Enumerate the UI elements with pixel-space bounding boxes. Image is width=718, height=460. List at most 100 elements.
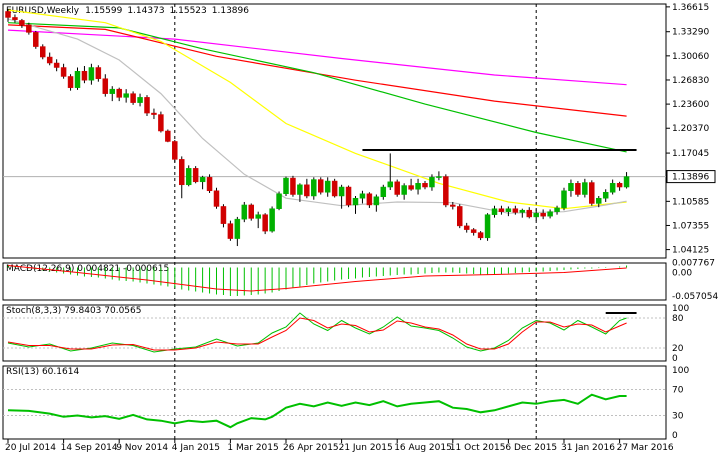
candle-body-12 [88,67,95,81]
candle-body-28 [199,177,206,183]
rsi-y-tick-label-1: 70 [672,386,684,396]
candle-body-31 [220,206,227,224]
candle-body-21 [151,112,157,115]
moving-average-line-1 [7,24,627,117]
candle-body-86 [602,192,609,199]
current-price-box [666,170,716,184]
macd-y-tick-label-0: 0.007767 [672,259,715,269]
candle-body-79 [554,207,560,212]
candle-body-67 [470,229,477,233]
price-y-tick-label-0: 1.36615 [672,3,709,13]
moving-average-line-3 [7,9,627,210]
stoch-y-tick-label-2: 20 [672,344,684,354]
candle-body-34 [241,204,248,220]
macd-signal-line [7,265,627,292]
candle-body-89 [623,176,630,188]
candle-body-13 [95,67,102,79]
candle-body-18 [130,93,136,103]
price-pane-border [2,3,667,259]
x-tick-label-6: 21 Jun 2015 [339,443,393,453]
candle-body-51 [359,193,366,199]
candle-body-15 [109,88,115,94]
candle-body-74 [519,209,526,213]
candle-body-40 [283,177,289,195]
candle-body-23 [165,130,171,142]
rsi-pane: RSI(13) 60.1614 100 70 30 0 [3,366,689,441]
candle-body-82 [575,183,581,195]
price-pane: EURUSD,Weekly 1.15599 1.14373 1.15523 1.1389… [3,3,716,256]
candle-body-17 [123,93,129,98]
candle-body-68 [477,232,484,239]
x-tick-label-11: 27 Mar 2016 [617,443,674,453]
candle-body-48 [338,186,345,197]
candle-body-2 [19,20,25,26]
candle-body-41 [290,177,296,195]
rsi-y-tick-label-0: 100 [672,366,689,376]
candle-body-30 [213,190,220,207]
candle-body-50 [352,197,359,206]
candle-body-72 [505,208,512,212]
price-y-tick-label-8: 1.07355 [672,221,709,231]
candle-body-70 [491,208,498,215]
chart-frame [2,3,667,440]
x-tick-label-4: 1 Mar 2015 [227,443,278,453]
candle-body-38 [269,208,275,232]
candle-body-77 [540,212,546,217]
candle-body-53 [373,196,380,206]
macd-pane-border [2,262,667,301]
candle-body-60 [422,183,428,188]
rsi-title: RSI(13) 60.1614 [6,367,79,377]
stoch-y-tick-label-3: 0 [672,354,678,364]
stoch-y-tick-label-0: 100 [672,304,689,314]
macd-title: MACD(12,26,9) 0.004821 -0.000615 [6,264,169,274]
candle-body-56 [394,181,400,195]
candle-body-33 [234,218,241,239]
candle-body-45 [318,179,324,193]
candle-body-64 [450,204,456,207]
stoch-main-line [7,312,627,353]
moving-average-line-4 [7,18,627,214]
rsi-pane-border [2,365,667,440]
price-y-tick-label-5: 1.20370 [672,124,709,134]
symbol-header: EURUSD,Weekly 1.15599 1.14373 1.15523 1.1389… [6,6,249,16]
candle-body-75 [526,209,532,218]
candle-body-58 [408,185,414,190]
price-y-tick-label-3: 1.26830 [672,76,709,86]
candle-body-35 [248,204,254,219]
price-y-tick-label-7: 1.10585 [672,197,709,207]
rsi-line [7,393,627,429]
candle-body-55 [387,181,393,188]
macd-y-tick-label-1: 0.00 [672,269,692,279]
candle-body-63 [443,176,449,206]
candle-body-59 [415,183,421,190]
candle-body-46 [324,180,331,193]
rsi-y-tick-label-2: 30 [672,412,684,422]
candle-body-4 [33,32,39,47]
candle-body-76 [533,212,539,218]
x-tick-label-1: 14 Sep 2014 [61,443,118,453]
candle-body-11 [81,70,88,81]
candle-body-0 [5,11,11,18]
candle-body-25 [179,159,185,186]
price-y-tick-label-6: 1.17045 [672,149,709,159]
macd-pane: MACD(12,26,9) 0.004821 -0.000615 0.00776… [6,259,718,302]
candle-body-62 [436,176,442,178]
x-tick-label-2: 9 Nov 2014 [116,443,168,453]
x-tick-label-5: 26 Apr 2015 [283,443,339,453]
candle-body-42 [297,184,303,195]
candle-body-6 [46,56,53,64]
candle-body-49 [345,186,352,206]
candle-body-78 [547,211,553,217]
candle-body-8 [60,67,67,77]
candle-body-71 [498,208,505,212]
candle-body-19 [137,97,143,103]
candle-body-87 [609,183,616,193]
candle-body-85 [596,197,602,204]
candle-body-47 [331,180,338,197]
candle-body-65 [457,206,463,227]
stoch-signal-line [7,317,627,351]
candle-body-36 [255,214,261,219]
x-tick-label-9: 6 Dec 2015 [505,443,557,453]
candle-body-7 [53,62,60,68]
